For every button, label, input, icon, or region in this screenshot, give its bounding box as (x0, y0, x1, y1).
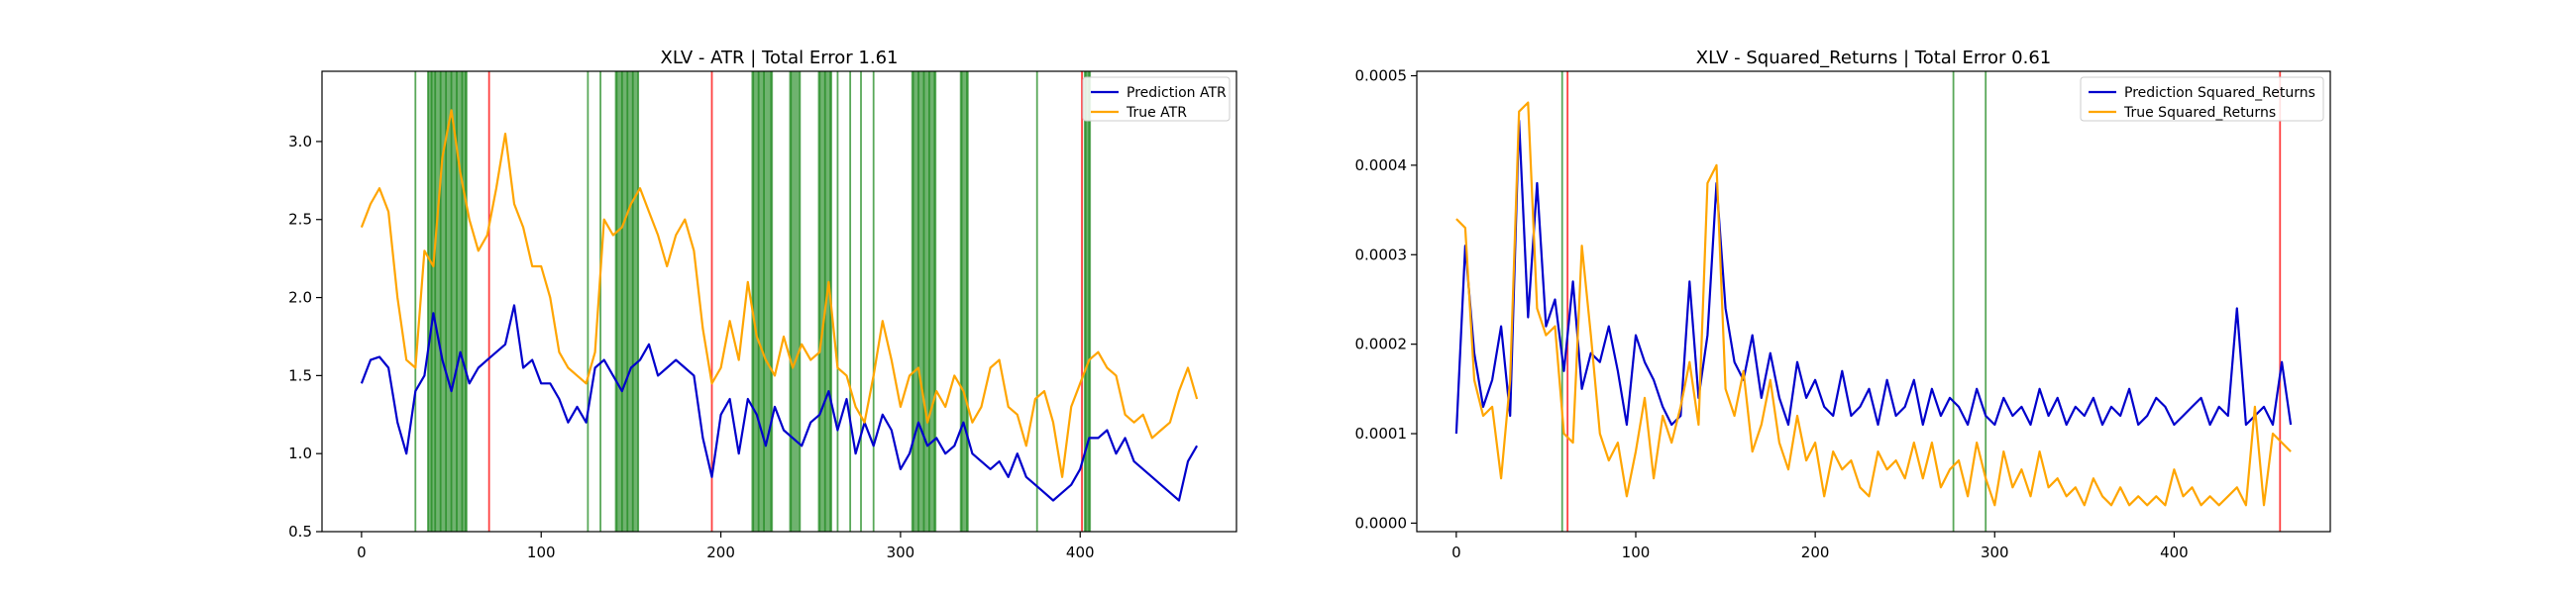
squared-returns-y-tick-label-1: 0.0001 (1355, 425, 1408, 443)
squared-returns-x-tick-label-4: 400 (2160, 544, 2189, 561)
atr-shaded-span-7 (1083, 71, 1092, 532)
atr-panel: 0 100 200 300 400 0.5 1.0 1.5 2.0 2.5 3.0 XLV - ATR… (288, 48, 1237, 561)
atr-series-line-1 (360, 109, 1199, 478)
atr-x-tick-label-1: 100 (527, 544, 556, 561)
atr-x-tick-label-0: 0 (357, 544, 367, 561)
squared-returns-x-tick-label-1: 100 (1622, 544, 1651, 561)
squared-returns-chart-title: XLV - Squared_Returns | Total Error 0.61 (1696, 48, 2051, 68)
squared-returns-y-tick-label-4: 0.0004 (1355, 156, 1408, 174)
squared-returns-x-tick-label-3: 300 (1981, 544, 2009, 561)
squared-returns-legend (2080, 76, 2324, 122)
squared-returns-y-tick-label-3: 0.0003 (1355, 246, 1408, 263)
atr-legend-label-0: Prediction ATR (1127, 85, 1227, 101)
squared-returns-panel: 0 100 200 300 400 0.0000 0.0001 0.0002 0.0003 0.0… (1355, 48, 2331, 561)
atr-y-tick-label-1: 1.0 (288, 445, 312, 462)
atr-x-tick-label-4: 400 (1066, 544, 1095, 561)
atr-shaded-span-1 (614, 71, 639, 532)
squared-returns-legend-label-0: Prediction Squared_Returns (2124, 85, 2315, 101)
squared-returns-y-tick-label-2: 0.0002 (1355, 336, 1408, 353)
squared-returns-axes-frame (1416, 70, 2331, 533)
atr-y-tick-label-3: 2.0 (288, 289, 312, 307)
squared-returns-x-tick-label-2: 200 (1801, 544, 1830, 561)
squared-returns-y-tick-label-0: 0.0000 (1355, 514, 1408, 532)
atr-legend (1082, 76, 1231, 122)
atr-y-tick-label-5: 3.0 (288, 133, 312, 150)
atr-axes-frame (321, 70, 1237, 533)
atr-shaded-span-2 (751, 71, 774, 532)
atr-x-tick-label-2: 200 (706, 544, 735, 561)
squared-returns-y-tick-label-5: 0.0005 (1355, 67, 1408, 85)
squared-returns-legend-label-1: True Squared_Returns (2123, 105, 2276, 121)
atr-y-tick-label-4: 2.5 (288, 211, 312, 229)
squared-returns-series-line-0 (1454, 119, 2293, 435)
squared-returns-x-tick-label-0: 0 (1451, 544, 1461, 561)
atr-shaded-span-6 (959, 71, 969, 532)
atr-x-tick-label-3: 300 (887, 544, 915, 561)
atr-y-tick-label-0: 0.5 (288, 523, 312, 541)
atr-y-tick-label-2: 1.5 (288, 366, 312, 384)
atr-series-line-0 (360, 304, 1199, 502)
squared-returns-series-line-1 (1455, 101, 2292, 507)
atr-chart-title: XLV - ATR | Total Error 1.61 (661, 48, 899, 68)
atr-legend-label-1: True ATR (1126, 105, 1187, 121)
atr-shaded-span-3 (789, 71, 801, 532)
